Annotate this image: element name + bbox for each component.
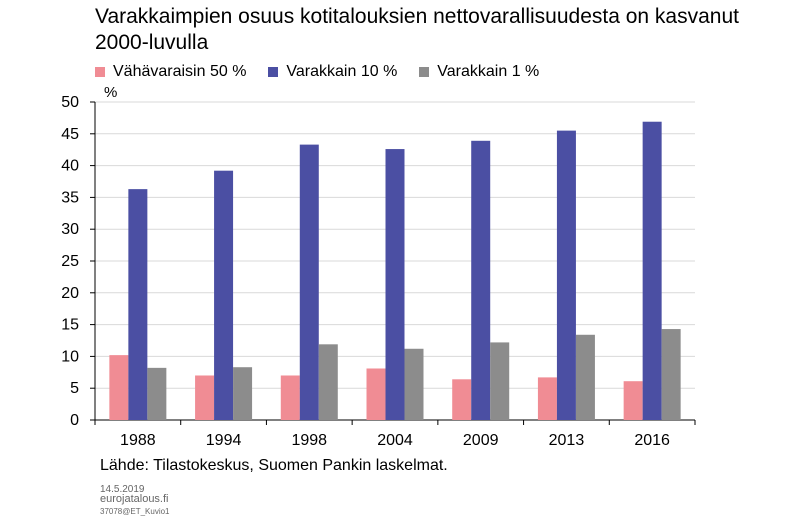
bar [366, 368, 386, 420]
y-tick-label: 20 [61, 285, 79, 302]
x-tick-label: 2004 [377, 432, 413, 449]
bar [556, 130, 576, 420]
bar [109, 355, 129, 420]
y-tick-label: 0 [70, 412, 79, 429]
bar [195, 375, 215, 420]
x-tick-label: 2009 [463, 432, 499, 449]
bar [318, 344, 338, 420]
bar [299, 144, 319, 420]
legend-label: Varakkain 10 % [286, 63, 398, 80]
x-tick-label: 1988 [120, 432, 156, 449]
y-tick-label: 40 [61, 158, 79, 175]
bar [452, 379, 472, 420]
bar [128, 189, 148, 420]
y-tick-label: 5 [70, 380, 79, 397]
bar [233, 367, 253, 420]
y-axis-unit-label: % [104, 84, 118, 101]
y-tick-label: 50 [61, 94, 79, 111]
legend-swatch [268, 67, 279, 77]
bar [385, 149, 405, 420]
chart-title: Varakkaimpien osuus kotitalouksien netto… [95, 5, 739, 54]
legend-label: Varakkain 1 % [437, 63, 540, 80]
y-tick-label: 15 [61, 317, 79, 334]
bar [490, 342, 510, 420]
legend-item: Vähävaraisin 50 % [95, 63, 246, 81]
legend: Vähävaraisin 50 % Varakkain 10 % Varakkain… [95, 62, 561, 82]
legend-swatch [95, 67, 105, 77]
bar [147, 367, 167, 420]
legend-item: Varakkain 10 % [268, 63, 397, 81]
y-tick-label: 30 [61, 221, 79, 238]
footer-date: 14.5.2019 [100, 484, 145, 495]
bar [214, 170, 234, 420]
bar [642, 121, 662, 420]
y-tick-label: 10 [61, 348, 79, 365]
bar [404, 348, 424, 420]
bar [623, 381, 643, 420]
bar [575, 334, 595, 420]
x-tick-label: 2016 [634, 432, 670, 449]
source-note: Lähde: Tilastokeskus, Suomen Pankin lask… [100, 457, 448, 474]
y-tick-label: 25 [61, 253, 79, 270]
bar [471, 140, 491, 420]
y-tick-label: 45 [61, 126, 79, 143]
x-tick-label: 1994 [206, 432, 242, 449]
legend-label: Vähävaraisin 50 % [113, 63, 247, 80]
legend-item: Varakkain 1 % [419, 63, 539, 81]
legend-swatch [419, 67, 430, 77]
footer-site: eurojatalous.fi [100, 493, 169, 505]
y-tick-label: 35 [61, 189, 79, 206]
bar [661, 329, 681, 420]
x-tick-label: 2013 [549, 432, 585, 449]
footer-code: 37078@ET_Kuvio1 [100, 507, 170, 516]
x-tick-label: 1998 [291, 432, 327, 449]
bar [280, 375, 300, 420]
bar [537, 377, 557, 420]
